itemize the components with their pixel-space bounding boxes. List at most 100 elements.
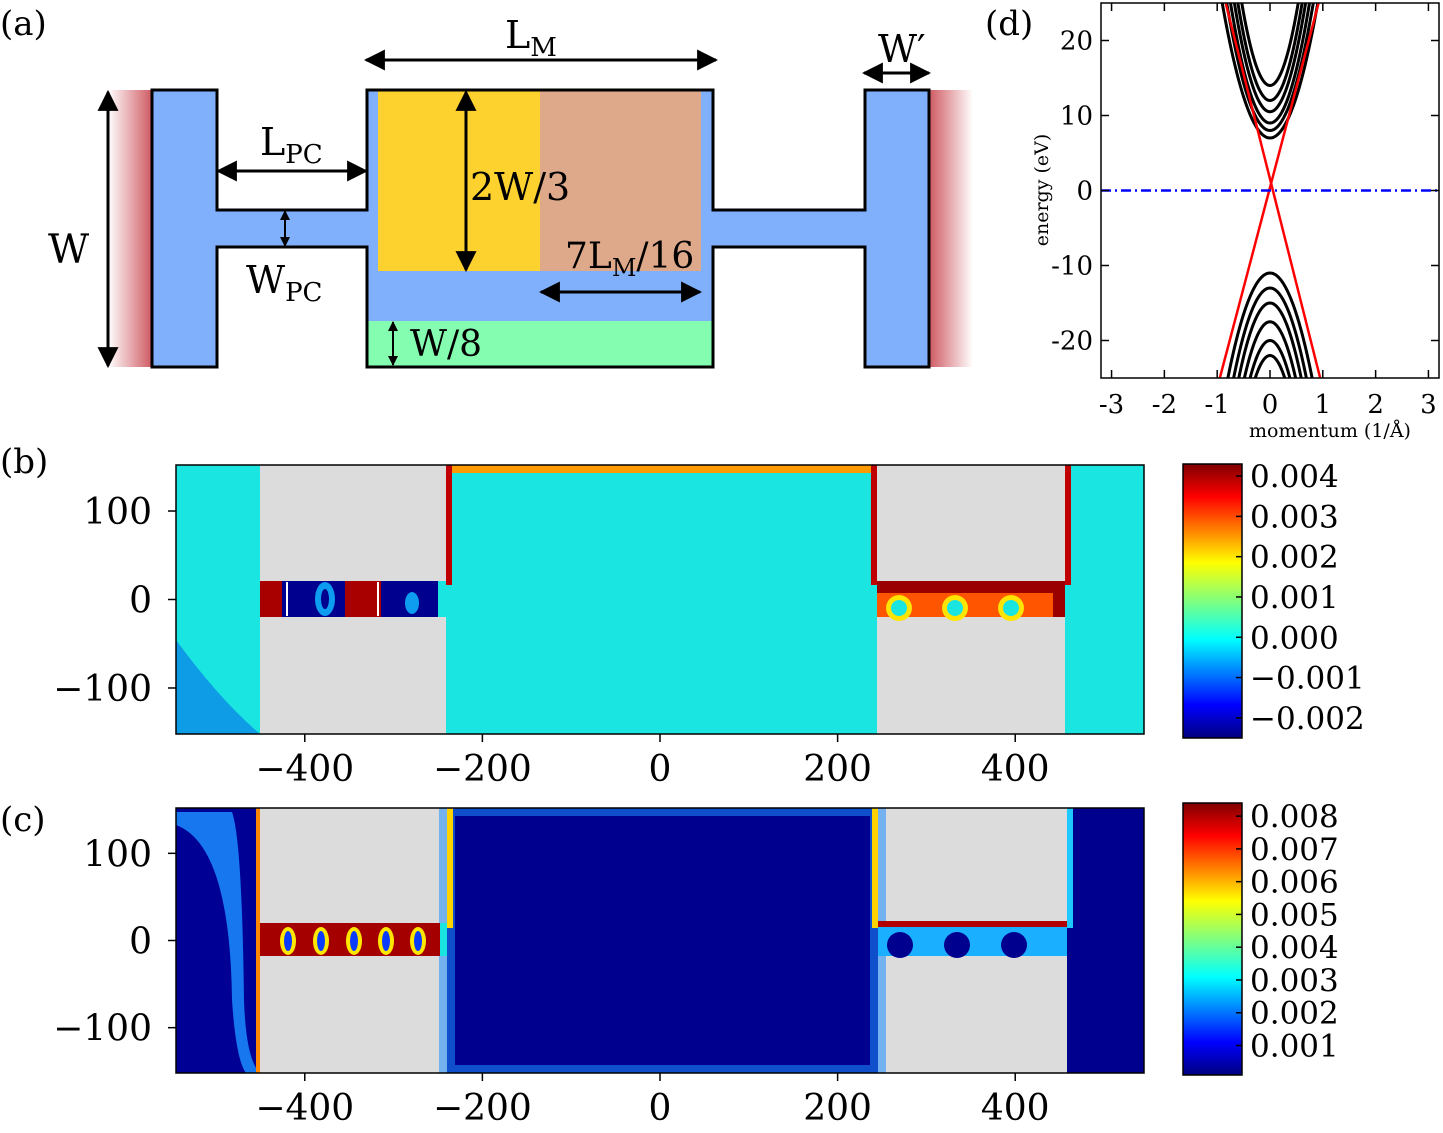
band-y-tick-label: 20 [1060, 27, 1093, 57]
b-x-tick-label: −200 [433, 749, 532, 790]
b-colorbar-tick-label: −0.001 [1250, 661, 1365, 697]
band-x-tick-label: 3 [1420, 390, 1437, 420]
edge-state-2-line [1224, 3, 1322, 378]
panel-label-b: (b) [0, 442, 48, 482]
band-ylabel: energy (eV) [1031, 134, 1053, 247]
b-center-top-edge [446, 465, 877, 473]
b-vacuum-tl [260, 465, 446, 581]
b-colorbar-tick-label: 0.001 [1250, 580, 1339, 616]
valence-band [1237, 301, 1303, 378]
c-lead-left-edge [176, 812, 260, 1073]
band-y-tick-label: 0 [1076, 177, 1093, 207]
valence-band [1226, 271, 1314, 378]
band-x-tick-label: 1 [1315, 390, 1332, 420]
band-x-ticks: -3 -2 -1 0 1 2 3 [1099, 3, 1437, 420]
band-x-tick-label: 2 [1367, 390, 1384, 420]
c-colorbar-tick-label: 0.006 [1250, 865, 1339, 901]
c-colorbar-tick-label: 0.004 [1250, 930, 1339, 966]
b-vacuum-br [877, 617, 1065, 734]
c-x-tick-label: −200 [433, 1088, 532, 1129]
b-y-ticks: 100 0 −100 [53, 492, 176, 710]
gate-brown [540, 91, 701, 271]
c-colorbar-tick-label: 0.005 [1250, 897, 1339, 933]
bulk-bands [1220, 3, 1320, 378]
c-x-tick-label: −400 [255, 1088, 354, 1129]
b-colorbar-tick-label: 0.002 [1250, 540, 1339, 576]
b-y-tick-label: 0 [129, 581, 152, 622]
heatmap-b: −400 −200 0 200 400 100 0 −100 0.004 0.003 0.002… [53, 459, 1365, 790]
valence-band [1232, 286, 1308, 378]
label-7lm16: 7LM/16 [565, 236, 694, 282]
b-center-left-edge [446, 465, 452, 585]
c-lead-right-edge [1067, 808, 1073, 928]
b-colorbar-tick-label: −0.002 [1250, 701, 1365, 737]
valence-band [1253, 353, 1287, 378]
heatmap-c: −400 −200 0 200 400 100 0 −100 0.0080.0070.006… [53, 799, 1339, 1129]
b-x-tick-label: 400 [981, 749, 1050, 790]
conduction-band [1232, 3, 1308, 114]
band-y-ticks: -20 -10 0 10 20 [1051, 27, 1439, 357]
label-2w3: 2W/3 [470, 165, 570, 209]
right-lead [929, 90, 973, 367]
band-y-tick-label: -20 [1051, 327, 1093, 357]
band-x-tick-label: 0 [1262, 390, 1279, 420]
b-x-tick-label: −400 [255, 749, 354, 790]
valence-band [1242, 320, 1298, 378]
c-channel-left-features [280, 923, 447, 956]
b-channel-left-features [260, 581, 446, 617]
b-channel-right-features [877, 581, 1065, 621]
c-x-tick-label: 400 [981, 1088, 1050, 1129]
conduction-band [1240, 3, 1300, 88]
b-lead-right [1065, 465, 1144, 734]
c-colorbar-tick-label: 0.007 [1250, 832, 1339, 868]
c-vacuum-tr [878, 808, 1067, 923]
c-x-ticks: −400 −200 0 200 400 [255, 1073, 1050, 1129]
c-y-tick-label: −100 [53, 1009, 152, 1050]
label-wpc: WPC [246, 258, 322, 308]
b-colorbar-ticks: 0.004 0.003 0.002 0.001 0.000 −0.001 −0.002 [1236, 459, 1365, 737]
b-x-tick-label: 200 [803, 749, 872, 790]
conduction-band [1220, 3, 1320, 140]
conduction-band [1228, 3, 1312, 125]
c-colorbar-tick-label: 0.001 [1250, 1029, 1339, 1065]
c-center-region [447, 808, 878, 1073]
panel-label-a: (a) [0, 4, 47, 44]
label-lm: LM [505, 13, 557, 63]
band-x-tick-label: -1 [1205, 390, 1230, 420]
band-xlabel: momentum (1/Å) [1249, 420, 1411, 442]
c-y-tick-label: 100 [83, 834, 152, 875]
b-colorbar-tick-label: 0.003 [1250, 499, 1339, 535]
band-x-tick-label: -2 [1152, 390, 1177, 420]
b-y-tick-label: 100 [83, 492, 152, 533]
band-y-tick-label: 10 [1060, 102, 1093, 132]
b-vacuum-bl [260, 617, 446, 734]
left-lead [108, 90, 152, 367]
panel-label-c: (c) [0, 800, 46, 840]
b-center-region [446, 465, 877, 734]
conduction-band [1236, 3, 1304, 103]
c-channel-right-features [878, 921, 1067, 958]
b-center-right-edge [871, 465, 877, 585]
b-lead-right-edge [1065, 465, 1071, 585]
label-wprime: W′ [878, 27, 926, 71]
gate-green [368, 321, 712, 366]
c-y-tick-label: 0 [129, 922, 152, 963]
b-vacuum-tr [877, 465, 1065, 581]
c-colorbar [1182, 802, 1243, 1076]
c-vacuum-tl [260, 808, 447, 923]
label-w: W [48, 227, 89, 273]
c-y-ticks: 100 0 −100 [53, 834, 176, 1050]
c-colorbar-tick-label: 0.002 [1250, 996, 1339, 1032]
c-x-tick-label: 200 [803, 1088, 872, 1129]
band-series [1101, 3, 1439, 378]
b-colorbar-tick-label: 0.004 [1250, 459, 1339, 495]
c-center-edge-right [872, 808, 878, 928]
c-colorbar-tick-label: 0.008 [1250, 799, 1339, 835]
label-lpc: LPC [260, 120, 323, 170]
c-x-tick-label: 0 [649, 1088, 672, 1129]
c-center-edge-left [447, 808, 453, 928]
b-x-ticks: −400 −200 0 200 400 [255, 734, 1050, 790]
